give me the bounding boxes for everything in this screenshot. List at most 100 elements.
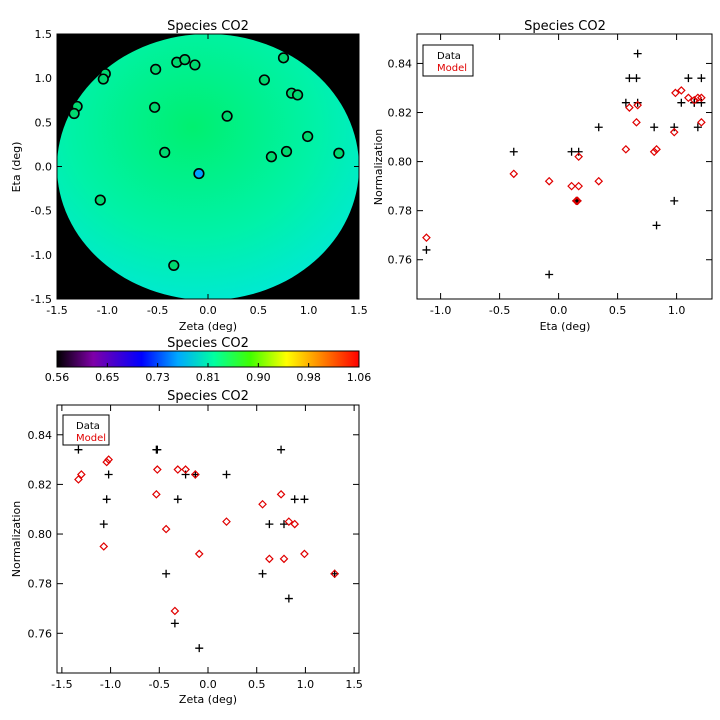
eta-model-point [544,176,554,186]
eta-x-tick-label: -1.0 [430,304,451,317]
map-x-axis-label: Zeta (deg) [179,320,237,333]
zeta-x-tick-label: 1.0 [297,678,315,691]
map-y-tick-label: 1.0 [35,72,53,85]
zeta-model-point [152,489,161,499]
map-y-tick-label: -1.0 [31,249,52,262]
eta-plot-title: Species CO2 [524,19,606,34]
zeta-legend-data: Data [76,421,100,432]
eta-model-point [684,93,693,103]
eta-x-tick-label: 1.0 [668,304,686,317]
map-y-axis-label: Eta (deg) [10,142,23,193]
zeta-model-point [77,470,86,479]
zeta-legend-box [62,414,110,446]
eta-ticks: -1.0 -0.5 0.0 0.5 1.0 0.76 0.78 0.80 0.82 0.84 [388,34,712,317]
zeta-legend-model: Model [76,433,106,444]
eta-normalization-panel: Species CO2 -1.0 -0.5 0.0 0.5 1.0 0.76 0.78 0.8… [372,19,713,333]
eta-model-point [689,95,699,105]
zeta-model-point [99,542,109,551]
map-x-tick-label: 1.0 [300,304,318,317]
zeta-model-point [170,606,180,616]
zeta-y-tick-label: 0.76 [28,627,53,640]
map-y-tick-label: 0.5 [35,116,53,129]
zeta-model-point [330,569,339,579]
zeta-data-point [258,569,267,578]
map-points [68,52,345,272]
colorbar-tick-label: 0.98 [296,371,321,384]
eta-x-tick-label: 0.5 [609,304,627,317]
map-y-tick-label: -0.5 [31,205,52,218]
eta-model-point [573,196,582,206]
zeta-data-point [162,569,171,578]
zeta-model-point [102,457,112,467]
eta-model-point [633,100,643,110]
eta-data-point [594,123,603,132]
eta-y-tick-label: 0.84 [388,57,413,70]
zeta-model-point [284,517,294,526]
colorbar-tick-label: 0.90 [246,371,271,384]
eta-model-point [574,181,584,191]
zeta-model-point [265,554,274,564]
zeta-y-axis-label: Normalization [10,501,23,577]
map-y-tick-label: 0.0 [35,161,53,174]
eta-model-point [697,117,706,127]
eta-legend-box [422,44,474,77]
zeta-model-point [258,499,267,509]
zeta-x-axis-label: Zeta (deg) [179,693,237,706]
eta-data-point [567,147,576,156]
zeta-model-point [152,465,162,474]
zeta-model-point [276,489,286,499]
zeta-data-point [102,495,111,504]
zeta-data-point [173,495,182,504]
zeta-model-point [290,519,300,529]
zeta-model-point [300,549,309,559]
zeta-legend: Data Model [62,414,110,446]
eta-model-point [697,93,706,103]
zeta-data-point [99,520,108,529]
eta-data-point [632,74,641,83]
map-field-of-view [57,34,359,299]
zeta-data-point [279,520,288,529]
zeta-y-tick-label: 0.78 [28,578,53,591]
map-y-tick-label: -1.5 [31,293,52,306]
zeta-plot-title: Species CO2 [167,389,249,404]
eta-legend: Data Model [422,44,474,77]
zeta-data-point [290,495,299,504]
eta-model-point [671,88,680,98]
zeta-data-point [300,495,309,504]
zeta-model-point [190,470,200,479]
zeta-model-point [161,524,171,534]
map-point [258,74,270,86]
eta-model-point [625,103,634,112]
eta-points [422,49,706,279]
map-title: Species CO2 [167,19,249,34]
eta-model-point [632,117,641,127]
eta-x-axis-label: Eta (deg) [540,320,591,333]
eta-x-tick-label: 0.0 [550,304,568,317]
eta-x-tick-label: -0.5 [489,304,510,317]
colorbar-tick-label: 0.65 [95,371,120,384]
eta-data-point [650,123,659,132]
map-point [280,145,293,158]
eta-data-point [652,221,661,230]
eta-y-tick-label: 0.76 [388,254,413,267]
zeta-model-point [194,549,204,559]
zeta-x-tick-label: 0.5 [248,678,266,691]
eta-legend-model: Model [437,63,467,74]
map-point [97,73,109,85]
eta-model-point [693,93,703,103]
map-point [291,89,304,101]
colorbar-panel: Species CO2 0.56 0.65 0.73 0.81 0.90 0.98 1.06 [45,336,372,384]
zeta-model-point [74,475,83,484]
zeta-data-point [284,594,293,603]
eta-data-point [621,98,630,107]
map-point [277,52,290,64]
eta-data-point [684,74,693,83]
zeta-data-point [74,445,83,454]
eta-model-point [621,144,631,154]
colorbar-tick-label: 0.56 [45,371,70,384]
zeta-x-tick-label: -0.5 [149,678,170,691]
map-ticks: -1.5 -1.0 -0.5 0.0 0.5 1.0 1.5 -1.5 -1.0 -0.5 0.0 0… [31,28,368,317]
map-point [221,110,233,122]
eta-model-point [649,147,659,157]
eta-data-point [625,74,634,83]
